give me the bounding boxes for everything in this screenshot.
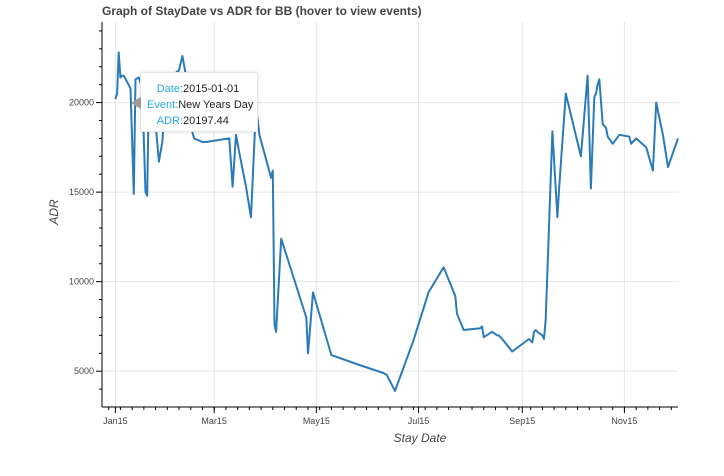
- tooltip-event-value: New Years Day: [178, 99, 254, 111]
- y-tick-label: 10000: [69, 277, 94, 287]
- chart-title: Graph of StayDate vs ADR for BB (hover t…: [102, 4, 422, 18]
- tooltip-adr-row: ADR: 20197.44: [147, 113, 251, 129]
- tooltip-event-key: Event:: [147, 99, 179, 111]
- y-tick-label: 5000: [74, 366, 94, 376]
- tooltip-date-key: Date:: [156, 83, 183, 95]
- y-tick-label: 15000: [69, 187, 94, 197]
- tooltip-date-value: 2015-01-01: [183, 83, 240, 95]
- x-tick-label: Jan15: [103, 416, 128, 426]
- x-tick-label: Mar15: [201, 416, 227, 426]
- x-tick-label: Nov15: [611, 416, 637, 426]
- tooltip-adr-key: ADR:: [156, 115, 183, 127]
- axis-ticks: Jan15 Mar15 May15 Jul15 Sep15 Nov15 5000 10000 1…: [69, 30, 672, 426]
- x-tick-label: May15: [303, 416, 330, 426]
- y-axis-label: ADR: [47, 199, 61, 226]
- tooltip-event-row: Event: New Years Day: [147, 97, 254, 113]
- adr-series-line[interactable]: [114, 51, 679, 392]
- hover-tooltip: Date: 2015-01-01 Event: New Years Day ADR:…: [131, 72, 258, 132]
- x-tick-label: Sep15: [509, 416, 535, 426]
- series-layer[interactable]: [114, 51, 679, 392]
- tooltip-adr-value: 20197.44: [183, 115, 229, 127]
- tooltip-pointer-icon: [131, 97, 141, 109]
- tooltip-date-row: Date: 2015-01-01: [147, 81, 251, 97]
- y-tick-label: 20000: [69, 98, 94, 108]
- x-tick-label: Jul15: [408, 416, 430, 426]
- x-axis-label: Stay Date: [394, 431, 447, 445]
